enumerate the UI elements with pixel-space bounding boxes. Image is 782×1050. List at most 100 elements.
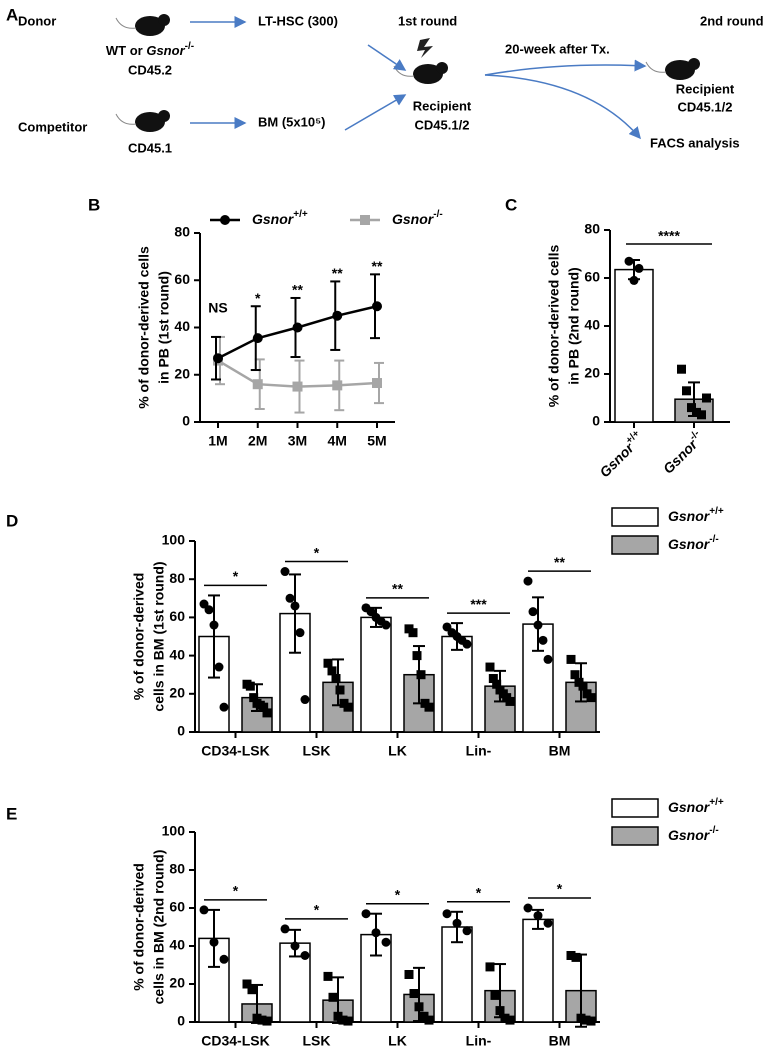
data-point	[687, 403, 696, 413]
data-point	[404, 970, 414, 979]
diagram-label: CD45.1/2	[678, 99, 733, 114]
data-point	[323, 658, 333, 668]
data-point	[533, 620, 543, 630]
data-point	[333, 1011, 343, 1021]
data-point	[500, 1013, 510, 1023]
data-point	[412, 651, 422, 661]
data-point	[213, 353, 223, 364]
data-point	[485, 662, 495, 672]
significance-label: *	[314, 544, 320, 560]
significance-label: *	[233, 883, 239, 899]
data-point	[578, 681, 588, 691]
diagram-label: WT or Gsnor-/-	[106, 41, 194, 58]
data-point	[252, 333, 263, 344]
diagram: Donor WT or Gsnor-/- CD45.2 Competitor C…	[18, 13, 764, 155]
data-point	[262, 708, 272, 718]
x-tick-label: LSK	[303, 743, 331, 759]
annotation: *	[255, 290, 261, 306]
x-tick-label: LK	[388, 1033, 407, 1049]
legend-label: Gsnor-/-	[668, 534, 719, 552]
panel-label: C	[505, 195, 517, 214]
data-point	[242, 979, 252, 989]
data-point	[505, 696, 515, 706]
data-point	[338, 1015, 348, 1025]
annotation: NS	[208, 300, 227, 316]
data-point	[327, 666, 337, 676]
y-axis-title: cells in BM (1st round)	[151, 561, 167, 711]
y-tick-label: 20	[584, 365, 600, 381]
y-tick-label: 80	[169, 861, 185, 877]
bar	[522, 918, 554, 1023]
significance-label: *	[233, 568, 239, 584]
data-point	[485, 962, 495, 972]
data-point	[249, 693, 259, 703]
data-point	[360, 215, 370, 225]
data-point	[335, 685, 345, 695]
x-tick-label: LSK	[303, 1033, 331, 1049]
y-tick-label: 60	[584, 269, 600, 285]
data-point	[586, 693, 596, 703]
data-point	[533, 911, 543, 921]
diagram-label: CD45.2	[128, 62, 172, 77]
data-point	[381, 620, 391, 630]
diagram-label: 1st round	[398, 13, 457, 28]
diagram-label: LT-HSC (300)	[258, 13, 338, 28]
annotation: **	[292, 282, 303, 298]
data-point	[528, 607, 538, 617]
data-point	[624, 256, 634, 266]
x-tick-label: Gsnor-/-	[658, 428, 706, 476]
data-point	[209, 937, 219, 947]
x-tick-label: LK	[388, 743, 407, 759]
data-point	[543, 654, 553, 664]
irradiation-icon	[417, 38, 433, 58]
legend-label: Gsnor+/+	[668, 506, 724, 524]
y-axis-title: in PB (1st round)	[156, 271, 172, 384]
x-tick-label: BM	[549, 1033, 571, 1049]
data-point	[523, 903, 533, 913]
data-point	[442, 909, 452, 919]
legend-swatch	[611, 507, 659, 527]
x-tick-label: Lin-	[466, 1033, 492, 1049]
data-point	[209, 620, 219, 630]
x-tick-label: 3M	[288, 433, 307, 449]
y-tick-label: 80	[169, 570, 185, 586]
y-axis-title: in PB (2nd round)	[566, 267, 582, 384]
data-point	[634, 263, 644, 273]
x-tick-label: 4M	[328, 433, 347, 449]
y-tick-label: 60	[169, 608, 185, 624]
data-point	[247, 985, 257, 995]
x-tick-label: CD34-LSK	[201, 743, 269, 759]
bar	[614, 268, 654, 423]
diagram-label: 20-week after Tx.	[505, 41, 610, 56]
data-point	[424, 702, 434, 712]
data-point	[488, 674, 498, 684]
y-tick-label: 60	[174, 271, 190, 287]
y-axis-title: cells in BM (2nd round)	[151, 850, 167, 1005]
data-point	[523, 576, 533, 586]
y-tick-label: 100	[162, 823, 186, 839]
data-point	[697, 410, 706, 420]
data-point	[252, 1013, 262, 1023]
y-tick-label: 80	[584, 221, 600, 237]
data-point	[682, 386, 691, 396]
panel-label: A	[6, 5, 18, 24]
data-point	[586, 1016, 596, 1026]
diagram-label: CD45.1	[128, 140, 172, 155]
data-point	[409, 989, 419, 998]
data-point	[495, 1006, 505, 1016]
data-point	[462, 926, 472, 936]
diagram-label: Competitor	[18, 119, 87, 134]
legend-label: Gsnor-/-	[668, 825, 719, 843]
data-point	[343, 702, 353, 712]
x-tick-label: Gsnor+/+	[595, 428, 647, 480]
legend-swatch	[611, 798, 659, 818]
data-point	[220, 215, 230, 225]
bar	[360, 616, 392, 733]
x-tick-label: 2M	[248, 433, 267, 449]
data-point	[581, 1015, 591, 1025]
significance-label: ****	[658, 228, 680, 244]
data-point	[677, 364, 686, 374]
data-point	[408, 628, 418, 638]
data-point	[414, 1002, 424, 1012]
